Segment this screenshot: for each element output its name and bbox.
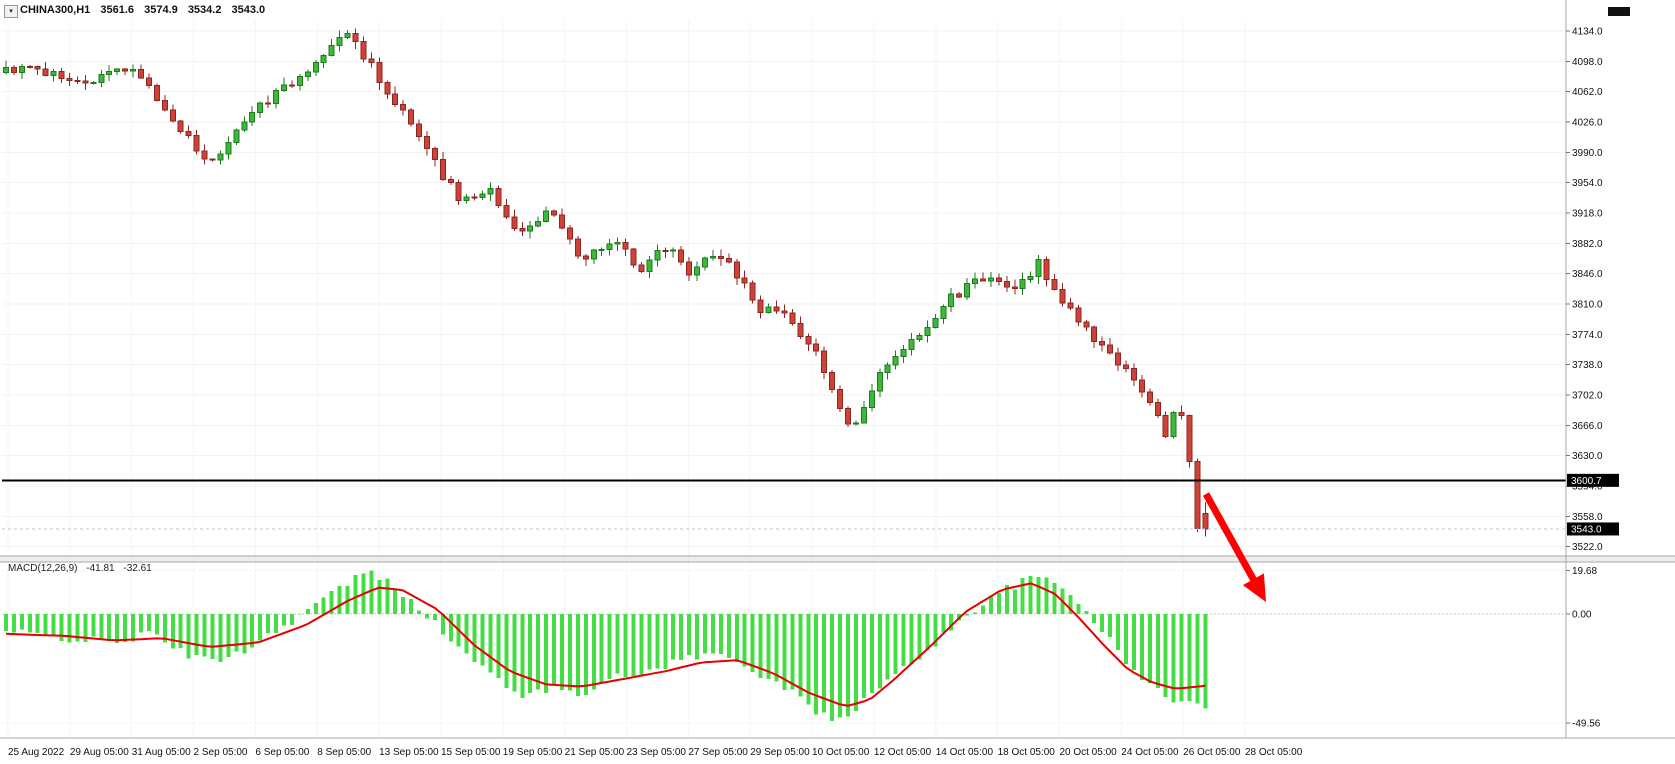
time-axis-label: 27 Sep 05:00 <box>688 747 748 758</box>
time-axis-label: 10 Oct 05:00 <box>812 747 870 758</box>
time-axis-label: 12 Oct 05:00 <box>874 747 932 758</box>
price-tick-label: 3594.0 <box>1572 481 1603 492</box>
time-axis-label: 6 Sep 05:00 <box>255 747 309 758</box>
price-tick-label: 3522.0 <box>1572 542 1603 553</box>
candlesticks <box>2 28 1209 537</box>
time-axis-label: 14 Oct 05:00 <box>936 747 994 758</box>
time-axis-label: 28 Oct 05:00 <box>1245 747 1303 758</box>
price-tick-label: 3954.0 <box>1572 178 1603 189</box>
price-tick-label: 4098.0 <box>1572 57 1603 68</box>
symbol-dropdown-icon[interactable]: ▾ <box>4 5 18 18</box>
macd-signal-line <box>5 582 1206 707</box>
macd-label: MACD(12,26,9) <box>8 563 78 574</box>
macd-histogram <box>3 570 1208 722</box>
time-axis-label: 21 Sep 05:00 <box>565 747 625 758</box>
macd-tick-label: 19.68 <box>1572 566 1597 577</box>
svg-text:3600.7: 3600.7 <box>1571 476 1602 487</box>
ohlc-high-value: 3574.9 <box>144 4 178 16</box>
ohlc-low-value: 3534.2 <box>187 4 222 16</box>
price-tick-label: 3990.0 <box>1572 148 1603 159</box>
time-axis-label: 29 Aug 05:00 <box>70 747 129 758</box>
ohlc-close-value: 3543.0 <box>231 4 266 16</box>
time-axis-label: 15 Sep 05:00 <box>441 747 501 758</box>
price-tick-label: 3558.0 <box>1572 512 1603 523</box>
macd-axis: 19.68 0.00 -49.56 <box>1566 566 1601 730</box>
time-axis-label: 25 Aug 2022 <box>8 747 65 758</box>
price-tick-label: 3630.0 <box>1572 451 1603 462</box>
chart-frame <box>0 0 1675 739</box>
macd-header: MACD(12,26,9) -41.81 -32.61 <box>8 563 158 574</box>
time-axis-label: 24 Oct 05:00 <box>1121 747 1179 758</box>
time-axis-label: 31 Aug 05:00 <box>132 747 191 758</box>
time-axis-label: 29 Sep 05:00 <box>750 747 810 758</box>
time-axis-label: 2 Sep 05:00 <box>194 747 248 758</box>
time-axis-label: 19 Sep 05:00 <box>503 747 563 758</box>
macd-signal-value: -32.61 <box>123 563 152 574</box>
time-axis-label: 8 Sep 05:00 <box>317 747 371 758</box>
price-tick-label: 3810.0 <box>1572 299 1603 310</box>
price-tick-label: 3846.0 <box>1572 269 1603 280</box>
time-axis-label: 23 Sep 05:00 <box>627 747 687 758</box>
current-price-tag: 3543.0 <box>1567 522 1619 536</box>
chart-header: CHINA300,H1 3561.6 3574.9 3534.2 3543.0 <box>20 4 272 16</box>
price-tick-label: 3918.0 <box>1572 208 1603 219</box>
symbol-period-label: CHINA300,H1 <box>20 4 91 16</box>
time-axis-label: 26 Oct 05:00 <box>1183 747 1241 758</box>
ohlc-open-value: 3561.6 <box>100 4 135 16</box>
time-axis-label: 20 Oct 05:00 <box>1059 747 1117 758</box>
price-axis: 4134.0 4098.0 4062.0 4026.0 3990.0 3954.0 3918… <box>1566 27 1603 553</box>
price-tick-label: 4062.0 <box>1572 87 1603 98</box>
time-axis: 25 Aug 2022 29 Aug 05:00 31 Aug 05:00 2 Sep… <box>8 747 1303 758</box>
price-tick-label: 3738.0 <box>1572 360 1603 371</box>
time-axis-label: 13 Sep 05:00 <box>379 747 439 758</box>
chart-shift-marker <box>1608 7 1630 16</box>
sell-arrow-annotation[interactable] <box>1202 492 1266 602</box>
price-tick-label: 3702.0 <box>1572 390 1603 401</box>
macd-tick-label: 0.00 <box>1572 610 1592 621</box>
price-tick-label: 4026.0 <box>1572 117 1603 128</box>
price-tick-label: 3774.0 <box>1572 330 1603 341</box>
price-tick-label: 3882.0 <box>1572 239 1603 250</box>
svg-text:3543.0: 3543.0 <box>1571 524 1602 535</box>
macd-tick-label: -49.56 <box>1572 719 1601 730</box>
macd-main-value: -41.81 <box>86 563 115 574</box>
hline-price-tag: 3600.7 <box>1567 473 1619 487</box>
time-axis-label: 18 Oct 05:00 <box>998 747 1056 758</box>
price-tick-label: 3666.0 <box>1572 421 1603 432</box>
price-tick-label: 4134.0 <box>1572 27 1603 38</box>
